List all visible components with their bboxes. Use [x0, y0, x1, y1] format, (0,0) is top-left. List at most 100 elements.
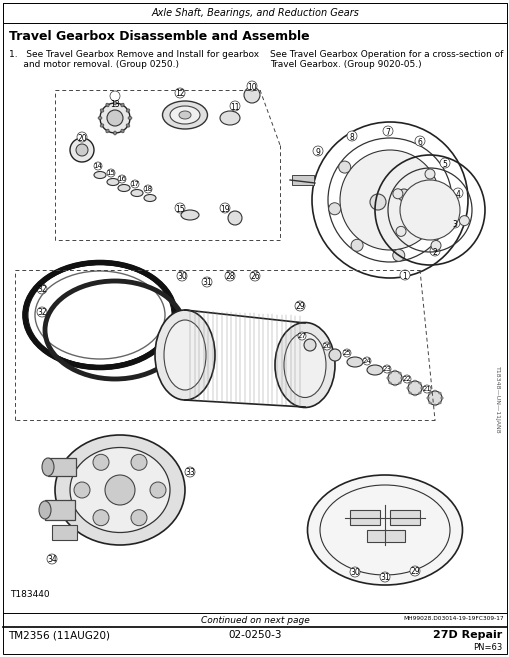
Text: 32: 32	[37, 308, 47, 317]
Ellipse shape	[418, 392, 420, 394]
Circle shape	[175, 203, 185, 213]
Text: 17: 17	[130, 181, 139, 187]
Circle shape	[47, 554, 57, 564]
Text: TM2356 (11AUG20): TM2356 (11AUG20)	[8, 630, 110, 640]
Circle shape	[382, 365, 390, 373]
Text: MH99028.D03014-19-19FC309-17: MH99028.D03014-19-19FC309-17	[403, 616, 503, 621]
Circle shape	[392, 249, 404, 261]
Circle shape	[303, 339, 316, 351]
Text: 4: 4	[455, 190, 460, 199]
Bar	[292, 175, 314, 185]
Text: and motor removal. (Group 0250.): and motor removal. (Group 0250.)	[9, 60, 179, 69]
Ellipse shape	[366, 365, 382, 375]
Text: 9: 9	[315, 148, 320, 157]
Ellipse shape	[420, 387, 422, 389]
Circle shape	[297, 332, 305, 340]
Text: 21: 21	[422, 386, 431, 392]
Circle shape	[424, 169, 434, 179]
Ellipse shape	[388, 372, 390, 374]
Ellipse shape	[42, 458, 54, 476]
Circle shape	[340, 150, 439, 250]
Text: 7: 7	[385, 128, 390, 137]
Circle shape	[219, 203, 230, 213]
Ellipse shape	[169, 106, 200, 124]
Circle shape	[94, 162, 102, 170]
Text: 27: 27	[297, 333, 306, 339]
Ellipse shape	[106, 103, 109, 107]
Circle shape	[249, 271, 260, 281]
Ellipse shape	[393, 370, 395, 372]
Circle shape	[328, 349, 341, 361]
Text: 3: 3	[451, 220, 457, 229]
Circle shape	[37, 307, 47, 317]
Circle shape	[449, 218, 459, 228]
Ellipse shape	[406, 387, 408, 389]
Circle shape	[93, 510, 109, 526]
Text: 19: 19	[220, 205, 230, 214]
Bar	[349, 510, 379, 525]
Ellipse shape	[39, 501, 51, 519]
Circle shape	[322, 342, 330, 350]
Circle shape	[427, 391, 441, 405]
Text: 25: 25	[342, 350, 351, 356]
Ellipse shape	[388, 382, 390, 384]
Ellipse shape	[100, 109, 104, 112]
Ellipse shape	[121, 103, 124, 107]
Ellipse shape	[181, 210, 199, 220]
Circle shape	[429, 246, 439, 256]
Circle shape	[402, 375, 410, 383]
Text: Travel Gearbox Disassemble and Assemble: Travel Gearbox Disassemble and Assemble	[9, 30, 309, 43]
Text: T18348—UN—11JAN8: T18348—UN—11JAN8	[494, 366, 498, 434]
Circle shape	[350, 239, 362, 252]
Ellipse shape	[418, 382, 420, 384]
Circle shape	[452, 188, 462, 198]
Circle shape	[439, 158, 449, 168]
Ellipse shape	[100, 124, 104, 127]
Ellipse shape	[126, 124, 130, 127]
Circle shape	[414, 136, 424, 146]
Circle shape	[362, 357, 370, 365]
Ellipse shape	[55, 435, 185, 545]
Text: 5: 5	[442, 160, 446, 169]
Text: 26: 26	[322, 343, 331, 349]
Circle shape	[294, 301, 304, 311]
Text: 02-0250-3: 02-0250-3	[228, 630, 281, 640]
Bar	[366, 530, 404, 542]
Circle shape	[243, 87, 260, 103]
Text: 1: 1	[402, 272, 407, 281]
Ellipse shape	[438, 402, 440, 404]
Circle shape	[77, 132, 87, 142]
Text: 15: 15	[175, 205, 184, 214]
Circle shape	[105, 475, 135, 505]
Circle shape	[76, 144, 88, 156]
Ellipse shape	[179, 111, 191, 119]
Text: 34: 34	[47, 555, 57, 564]
Ellipse shape	[428, 392, 431, 394]
Circle shape	[230, 101, 240, 111]
Circle shape	[382, 126, 392, 136]
Ellipse shape	[94, 171, 106, 179]
Circle shape	[185, 467, 194, 477]
Ellipse shape	[433, 390, 435, 392]
Bar	[45, 500, 75, 520]
Circle shape	[93, 454, 109, 470]
Ellipse shape	[70, 447, 169, 533]
Circle shape	[110, 91, 120, 101]
Text: 33: 33	[185, 468, 194, 477]
Ellipse shape	[307, 475, 462, 585]
Ellipse shape	[426, 397, 429, 399]
Bar	[48, 458, 76, 476]
Text: 24: 24	[362, 358, 371, 364]
Circle shape	[369, 194, 385, 210]
Text: 11: 11	[230, 103, 239, 112]
Text: 15: 15	[106, 170, 115, 176]
Circle shape	[338, 161, 350, 173]
Circle shape	[131, 510, 147, 526]
Circle shape	[430, 240, 440, 250]
Ellipse shape	[128, 116, 132, 120]
Circle shape	[107, 169, 115, 177]
Text: 13: 13	[110, 100, 120, 109]
Circle shape	[100, 103, 130, 133]
Text: 20: 20	[77, 134, 87, 143]
Ellipse shape	[398, 382, 401, 384]
